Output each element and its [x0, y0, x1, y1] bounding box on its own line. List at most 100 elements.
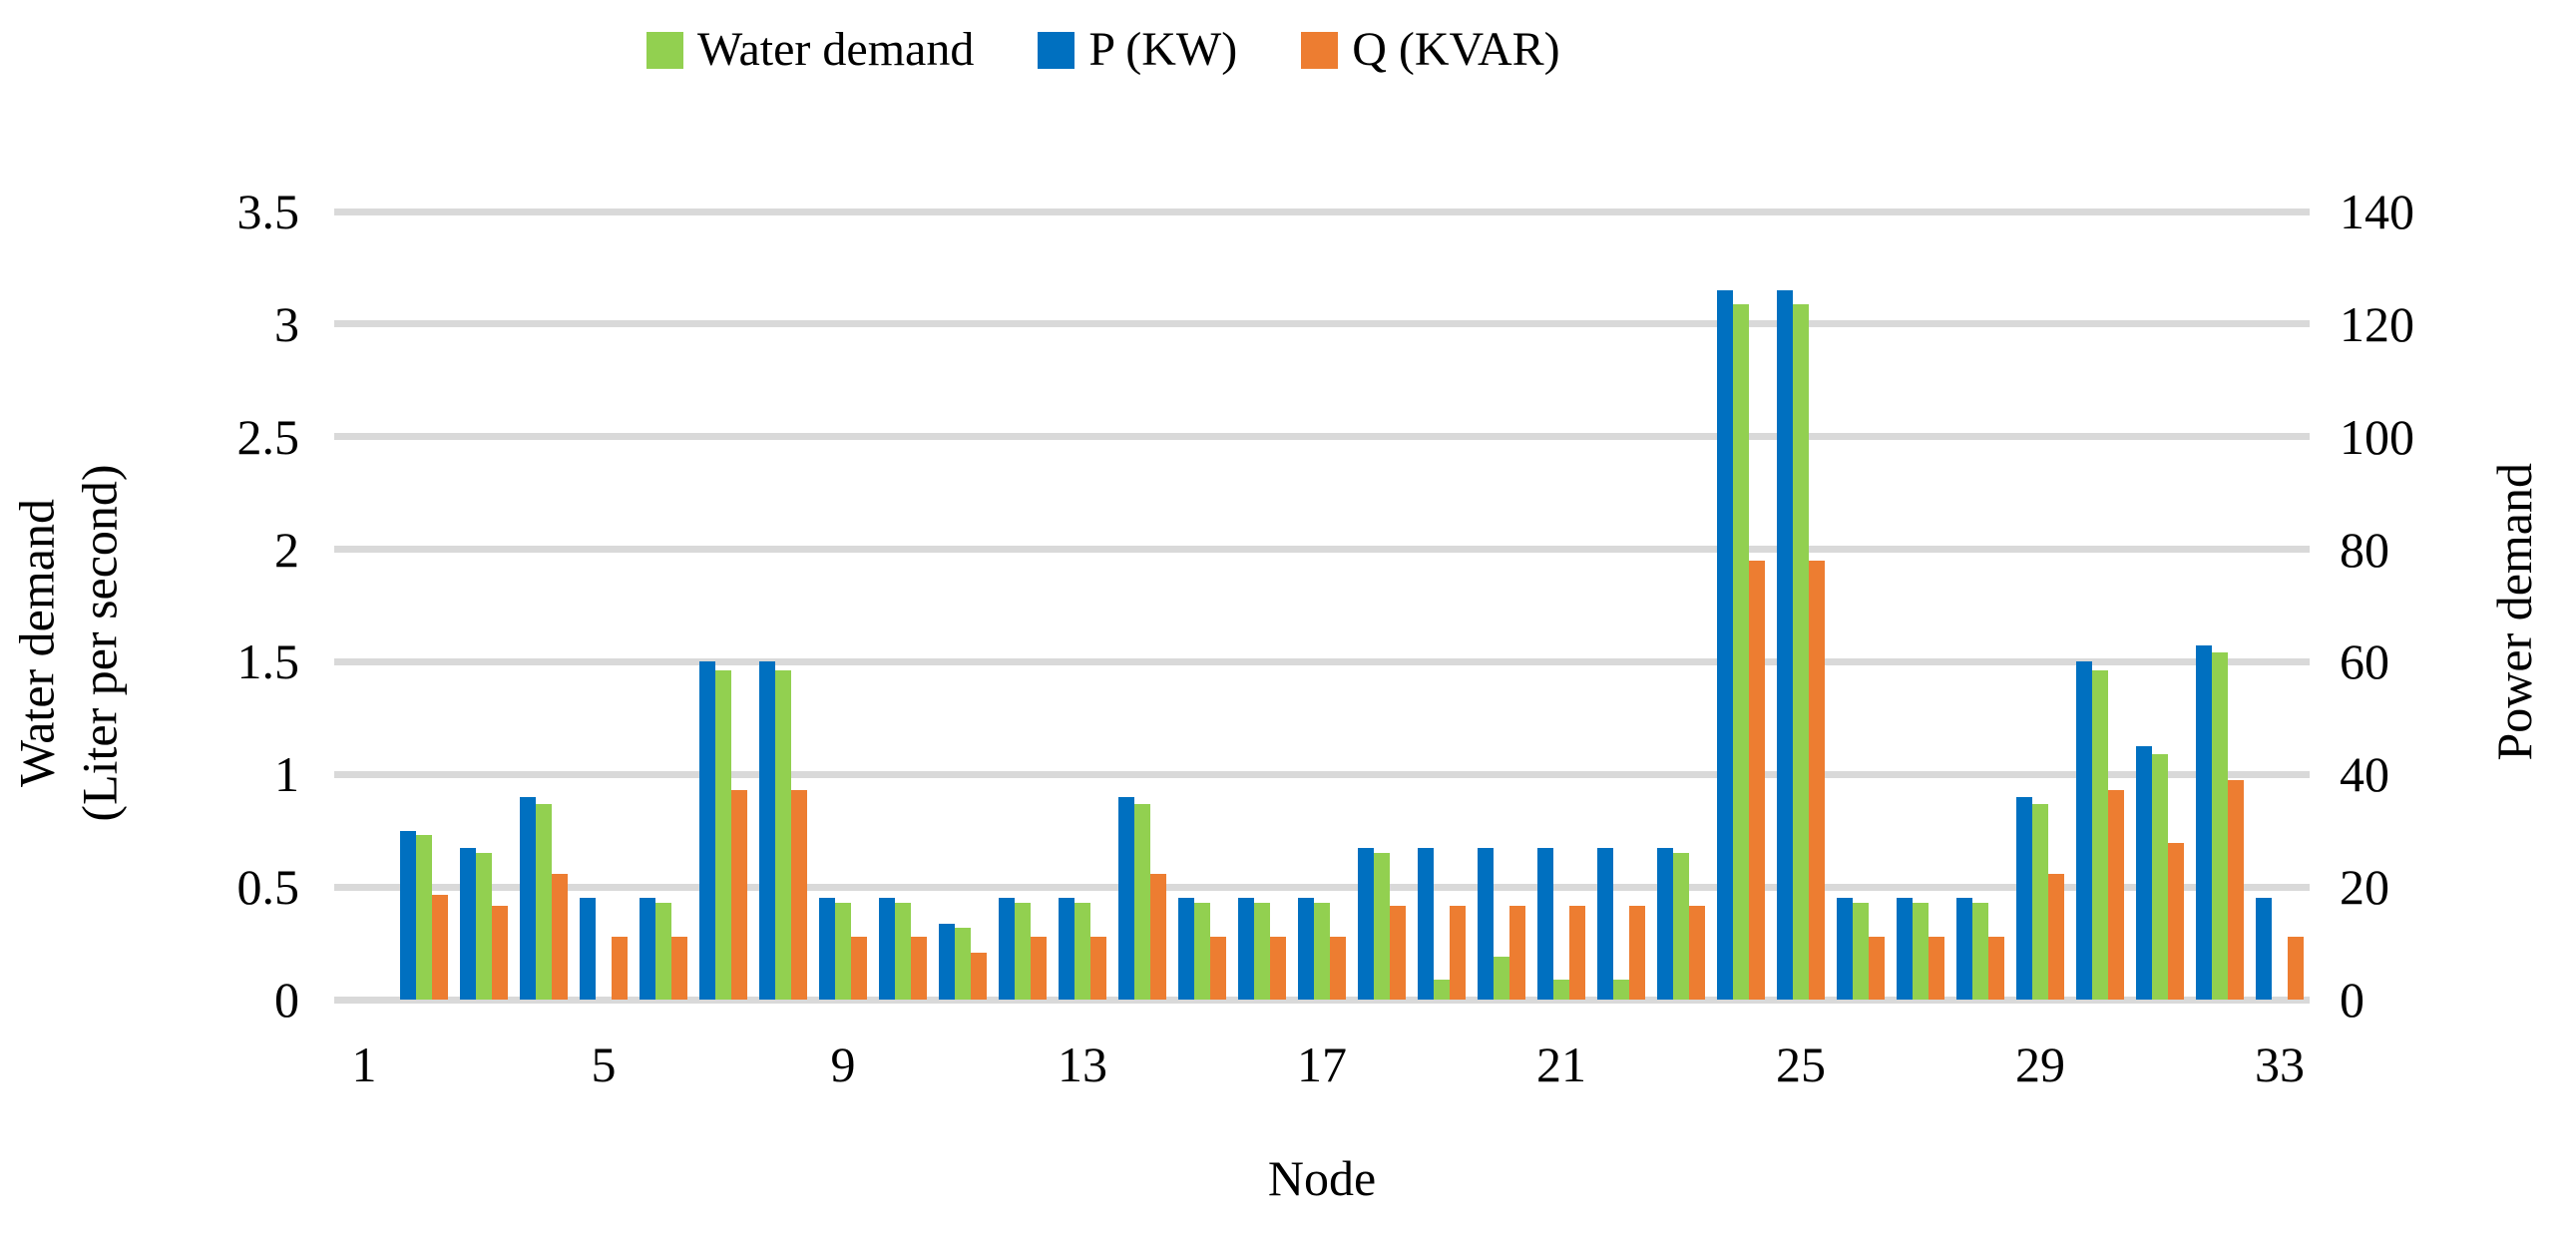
bar-p-kw-node-9 — [819, 898, 835, 1000]
y-axis-left-tick-label: 3 — [274, 295, 299, 352]
gridline — [334, 433, 2310, 441]
y-axis-right-tick-label: 40 — [2340, 746, 2389, 803]
bar-p-kw-node-29 — [2016, 796, 2032, 1000]
bar-q-kvar-node-9 — [851, 936, 867, 1000]
bar-water-demand-node-8 — [775, 670, 791, 1000]
bar-p-kw-node-32 — [2196, 644, 2212, 1000]
bar-water-demand-node-23 — [1673, 853, 1689, 1000]
bar-p-kw-node-17 — [1298, 898, 1314, 1000]
bar-p-kw-node-12 — [999, 898, 1015, 1000]
bar-q-kvar-node-29 — [2048, 874, 2064, 1000]
bar-q-kvar-node-18 — [1390, 905, 1406, 1000]
y-axis-left-title: Water demand (Liter per second) — [6, 294, 131, 993]
bar-water-demand-node-17 — [1314, 902, 1330, 1000]
legend-swatch-p-kw — [1038, 31, 1075, 69]
gridline — [334, 770, 2310, 778]
y-axis-left-tick-label: 0.5 — [236, 859, 300, 916]
bar-water-demand-node-20 — [1494, 957, 1509, 1000]
bar-water-demand-node-29 — [2032, 803, 2048, 1000]
bar-water-demand-node-19 — [1434, 979, 1450, 1000]
bar-p-kw-node-15 — [1178, 898, 1194, 1000]
x-axis-tick-label: 25 — [1776, 1036, 1826, 1092]
bar-water-demand-node-26 — [1853, 902, 1869, 1000]
x-axis-tick-label: 5 — [591, 1036, 617, 1092]
gridline — [334, 207, 2310, 215]
bar-p-kw-node-28 — [1956, 898, 1972, 1000]
legend-swatch-water-demand — [646, 31, 683, 69]
bar-p-kw-node-14 — [1118, 796, 1134, 1000]
bar-q-kvar-node-33 — [2288, 936, 2304, 1000]
bar-q-kvar-node-16 — [1270, 936, 1286, 1000]
x-axis-tick-label: 1 — [351, 1036, 377, 1092]
bar-water-demand-node-14 — [1134, 803, 1150, 1000]
x-axis-tick-label: 17 — [1297, 1036, 1347, 1092]
bar-p-kw-node-5 — [580, 898, 596, 1000]
bar-q-kvar-node-19 — [1450, 905, 1466, 1000]
bar-water-demand-node-15 — [1194, 902, 1210, 1000]
bar-p-kw-node-21 — [1537, 847, 1553, 1000]
bar-water-demand-node-13 — [1074, 902, 1090, 1000]
x-axis-tick-label: 29 — [2015, 1036, 2065, 1092]
bar-p-kw-node-4 — [520, 796, 536, 1000]
y-axis-right-tick-label: 100 — [2340, 408, 2414, 465]
bar-q-kvar-node-25 — [1809, 560, 1825, 1000]
bar-p-kw-node-30 — [2076, 661, 2092, 1000]
bar-q-kvar-node-5 — [612, 936, 628, 1000]
bar-q-kvar-node-12 — [1031, 936, 1047, 1000]
bar-q-kvar-node-28 — [1988, 936, 2004, 1000]
y-axis-left-tick-label: 1.5 — [236, 633, 300, 690]
bar-q-kvar-node-22 — [1629, 905, 1645, 1000]
bar-p-kw-node-25 — [1777, 290, 1793, 1000]
bar-p-kw-node-18 — [1358, 847, 1374, 1000]
y-axis-right-tick-label: 20 — [2340, 859, 2389, 916]
y-axis-left-tick-label: 2 — [274, 521, 299, 578]
bar-q-kvar-node-31 — [2168, 842, 2184, 1000]
legend-swatch-q-kvar — [1301, 31, 1339, 69]
bar-q-kvar-node-10 — [911, 936, 927, 1000]
y-axis-left-tick-label: 0 — [274, 972, 299, 1028]
bar-p-kw-node-10 — [879, 898, 895, 1000]
legend-item-q-kvar: Q (KVAR) — [1301, 26, 1560, 74]
bar-water-demand-node-27 — [1913, 902, 1929, 1000]
bar-q-kvar-node-27 — [1929, 936, 1944, 1000]
bar-water-demand-node-10 — [895, 902, 911, 1000]
bar-water-demand-node-24 — [1733, 303, 1749, 1000]
bar-water-demand-node-28 — [1972, 902, 1988, 1000]
bar-p-kw-node-31 — [2136, 746, 2152, 1000]
y-axis-right-title: Power demand — [2485, 462, 2542, 761]
bar-water-demand-node-18 — [1374, 853, 1390, 1000]
bar-p-kw-node-27 — [1897, 898, 1913, 1000]
bar-water-demand-node-9 — [835, 902, 851, 1000]
legend-item-water-demand: Water demand — [646, 26, 974, 74]
x-axis-tick-label: 13 — [1058, 1036, 1107, 1092]
bar-p-kw-node-2 — [400, 830, 416, 1000]
bar-q-kvar-node-3 — [492, 905, 508, 1000]
bar-p-kw-node-19 — [1418, 847, 1434, 1000]
bar-q-kvar-node-7 — [731, 790, 747, 1000]
bar-water-demand-node-6 — [655, 902, 671, 1000]
bar-q-kvar-node-23 — [1689, 905, 1705, 1000]
bar-q-kvar-node-24 — [1749, 560, 1765, 1000]
y-axis-left-tick-label: 1 — [274, 746, 299, 803]
gridline — [334, 320, 2310, 328]
bar-water-demand-node-7 — [715, 670, 731, 1000]
bar-p-kw-node-16 — [1238, 898, 1254, 1000]
bar-q-kvar-node-11 — [971, 952, 987, 1000]
bar-q-kvar-node-8 — [791, 790, 807, 1000]
bar-water-demand-node-12 — [1015, 902, 1031, 1000]
bar-water-demand-node-30 — [2092, 670, 2108, 1000]
bar-p-kw-node-7 — [699, 661, 715, 1000]
bar-p-kw-node-3 — [460, 847, 476, 1000]
bar-water-demand-node-32 — [2212, 652, 2228, 1000]
bar-p-kw-node-26 — [1837, 898, 1853, 1000]
bar-p-kw-node-24 — [1717, 290, 1733, 1000]
y-axis-right-tick-label: 60 — [2340, 633, 2389, 690]
bar-water-demand-node-25 — [1793, 303, 1809, 1000]
bar-water-demand-node-11 — [955, 927, 971, 1000]
bar-p-kw-node-22 — [1597, 847, 1613, 1000]
gridline — [334, 883, 2310, 891]
y-axis-left-tick-label: 3.5 — [236, 184, 300, 239]
bar-p-kw-node-8 — [759, 661, 775, 1000]
